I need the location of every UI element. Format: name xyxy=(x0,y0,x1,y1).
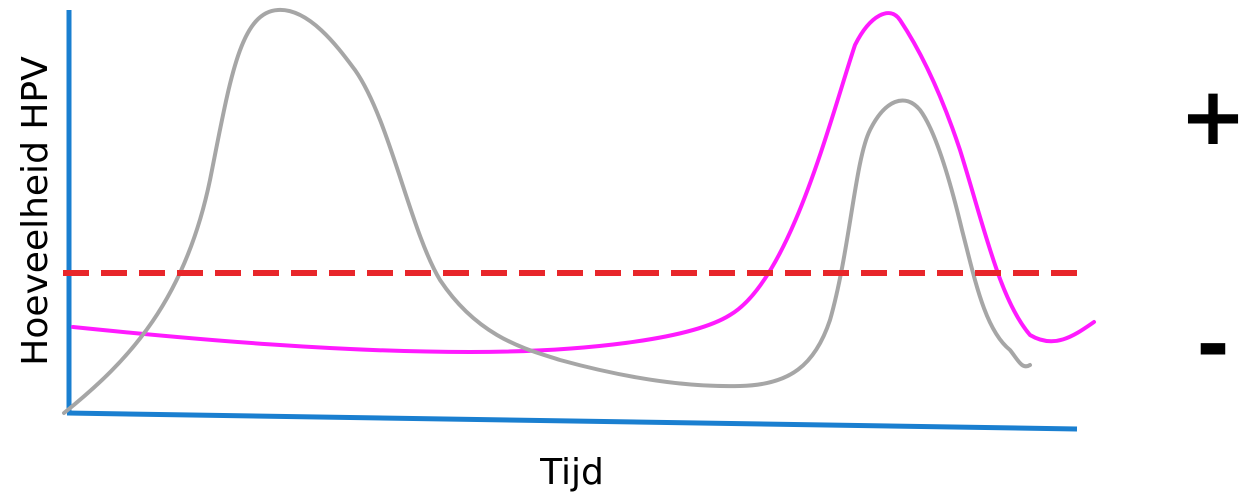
x-axis xyxy=(66,410,1078,432)
gray-curve xyxy=(62,7,1032,415)
positive-sign: + xyxy=(1179,70,1242,163)
negative-sign: - xyxy=(1196,298,1229,391)
y-axis-label: Hoeveelheid HPV xyxy=(15,56,56,366)
magenta-curve xyxy=(71,11,1096,354)
x-axis-label: Tijd xyxy=(539,452,604,493)
